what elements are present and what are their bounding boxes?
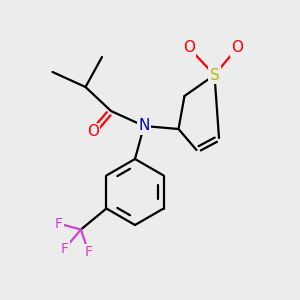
Text: F: F (84, 245, 92, 259)
Text: N: N (138, 118, 150, 134)
Text: F: F (54, 217, 62, 230)
Text: O: O (231, 40, 243, 56)
Text: O: O (183, 40, 195, 56)
Text: O: O (87, 124, 99, 140)
Text: F: F (60, 242, 68, 256)
Text: S: S (210, 68, 219, 82)
